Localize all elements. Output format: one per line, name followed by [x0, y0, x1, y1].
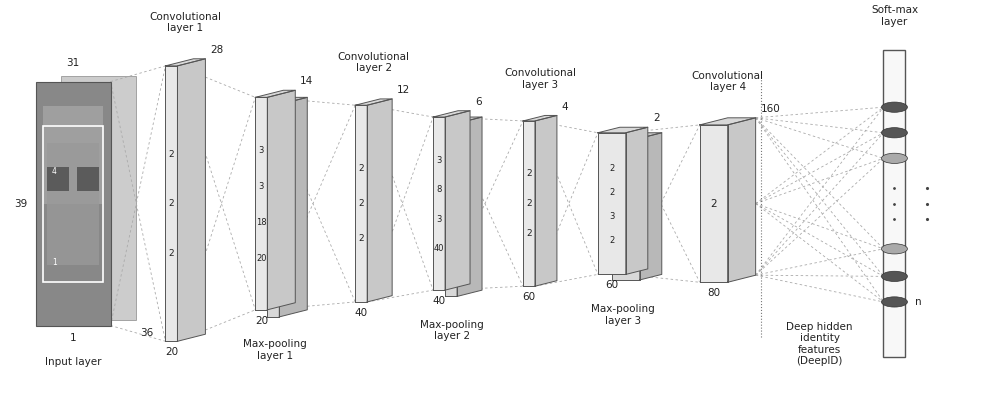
Text: 39: 39 [14, 198, 28, 209]
Text: 2: 2 [169, 249, 174, 258]
Text: 20: 20 [165, 347, 178, 357]
Text: 36: 36 [141, 328, 154, 338]
Text: 2: 2 [526, 169, 532, 178]
Polygon shape [700, 125, 728, 282]
Text: 40: 40 [355, 308, 368, 318]
Circle shape [881, 128, 907, 138]
Text: 40: 40 [433, 296, 446, 306]
Text: 2: 2 [358, 199, 364, 208]
Text: Soft-max
layer: Soft-max layer [871, 5, 918, 26]
Text: 2: 2 [526, 229, 532, 238]
Text: Convolutional
layer 4: Convolutional layer 4 [692, 71, 764, 92]
Text: 4: 4 [562, 101, 569, 111]
Text: 1: 1 [52, 257, 57, 267]
Polygon shape [535, 115, 557, 286]
Text: 2: 2 [169, 150, 174, 158]
Polygon shape [433, 111, 470, 117]
Text: Deep hidden
identity
features
(DeepID): Deep hidden identity features (DeepID) [786, 322, 853, 367]
Polygon shape [598, 133, 626, 274]
Text: 1: 1 [70, 333, 76, 343]
Text: 2: 2 [710, 198, 717, 209]
Text: 12: 12 [397, 85, 410, 95]
Text: Input layer: Input layer [45, 357, 101, 367]
Text: Convolutional
layer 3: Convolutional layer 3 [504, 68, 576, 90]
Polygon shape [267, 97, 307, 104]
Polygon shape [457, 117, 482, 296]
Text: 3: 3 [609, 212, 615, 221]
Polygon shape [728, 118, 756, 282]
Polygon shape [612, 138, 640, 280]
Polygon shape [445, 117, 482, 124]
Circle shape [881, 153, 907, 164]
Text: 20: 20 [256, 254, 267, 263]
Text: 3: 3 [436, 156, 442, 165]
Text: 2: 2 [609, 164, 614, 173]
Circle shape [881, 271, 907, 282]
Polygon shape [433, 117, 445, 290]
Circle shape [881, 244, 907, 254]
Polygon shape [445, 124, 457, 296]
Text: Max-pooling
layer 2: Max-pooling layer 2 [420, 320, 483, 341]
Text: 2: 2 [169, 199, 174, 208]
Text: 3: 3 [259, 146, 264, 155]
Polygon shape [165, 59, 205, 66]
Bar [47, 143, 99, 265]
Polygon shape [165, 66, 177, 341]
Polygon shape [255, 90, 295, 97]
Polygon shape [355, 99, 392, 105]
Text: 3: 3 [259, 182, 264, 191]
Polygon shape [279, 97, 307, 317]
Polygon shape [355, 105, 367, 302]
Bar [883, 50, 905, 357]
Polygon shape [598, 127, 648, 133]
Polygon shape [367, 99, 392, 302]
Text: n: n [915, 297, 922, 307]
Polygon shape [445, 111, 470, 290]
Bar [36, 82, 111, 326]
Text: 2: 2 [653, 113, 659, 124]
Text: 2: 2 [358, 235, 364, 243]
Polygon shape [267, 104, 279, 317]
Text: 14: 14 [300, 76, 314, 86]
Text: 2: 2 [358, 164, 364, 173]
Text: 40: 40 [434, 244, 444, 253]
Bar [47, 167, 69, 191]
Circle shape [881, 297, 907, 307]
Polygon shape [626, 127, 648, 274]
Polygon shape [612, 133, 662, 138]
Text: Convolutional
layer 2: Convolutional layer 2 [338, 52, 410, 73]
Bar [77, 167, 99, 191]
Text: Max-pooling
layer 1: Max-pooling layer 1 [243, 339, 307, 361]
Text: 31: 31 [66, 58, 80, 68]
Text: 80: 80 [707, 288, 720, 298]
Text: 60: 60 [522, 292, 536, 302]
Polygon shape [255, 97, 267, 310]
Text: 2: 2 [526, 199, 532, 208]
Polygon shape [700, 118, 756, 125]
Polygon shape [640, 133, 662, 280]
Polygon shape [267, 90, 295, 310]
Bar [43, 106, 103, 204]
Text: 4: 4 [52, 167, 57, 176]
Text: 2: 2 [609, 188, 614, 197]
Polygon shape [523, 115, 557, 121]
Polygon shape [523, 121, 535, 286]
Circle shape [881, 102, 907, 112]
Text: Convolutional
layer 1: Convolutional layer 1 [149, 12, 221, 33]
Text: 2: 2 [609, 236, 614, 245]
Text: 60: 60 [605, 280, 618, 290]
Text: 20: 20 [255, 316, 268, 326]
Text: Max-pooling
layer 3: Max-pooling layer 3 [591, 304, 655, 326]
Bar [43, 126, 103, 282]
Text: 6: 6 [475, 97, 482, 107]
Text: 160: 160 [761, 104, 780, 114]
Text: 3: 3 [436, 215, 442, 224]
Text: 8: 8 [436, 185, 442, 194]
Text: 18: 18 [256, 218, 267, 227]
Bar [61, 76, 136, 320]
Polygon shape [177, 59, 205, 341]
Text: 28: 28 [210, 45, 224, 55]
